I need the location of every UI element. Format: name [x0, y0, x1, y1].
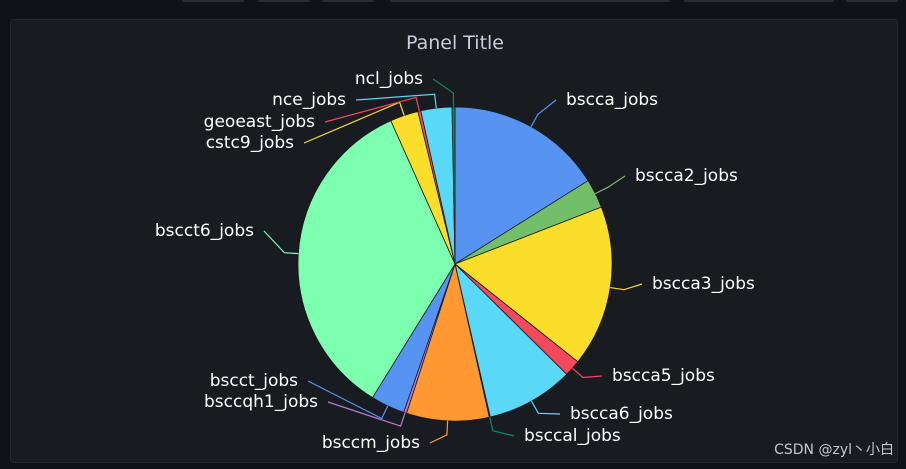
- leader-line-bscct-jobs: [307, 380, 389, 420]
- pie-slice-bscct6-jobs[interactable]: [297, 120, 456, 399]
- leader-line-ncl-jobs: [432, 78, 455, 108]
- slice-label-bscca5-jobs: bscca5_jobs: [612, 366, 715, 386]
- slice-label-bsccal-jobs: bsccal_jobs: [524, 426, 621, 446]
- leader-line-bscct6-jobs: [263, 230, 299, 255]
- pie-slice-bscca3-jobs[interactable]: [454, 206, 613, 363]
- slice-label-nce-jobs: nce_jobs: [272, 90, 346, 110]
- panel-title[interactable]: Panel Title: [405, 32, 504, 54]
- slice-label-cstc9-jobs: cstc9_jobs: [206, 133, 294, 153]
- slice-label-bsccm-jobs: bsccm_jobs: [322, 433, 420, 453]
- pie-chart: bscca_jobs bscca2_jobs bscca3_jobs bscca5_j…: [155, 69, 755, 453]
- toolbar-segment: [322, 0, 374, 2]
- pie-slice-bscca6-jobs[interactable]: [454, 262, 568, 418]
- leader-line-bscca6-jobs: [530, 400, 561, 415]
- slice-label-bscca6-jobs: bscca6_jobs: [570, 404, 673, 424]
- leader-line-bscca-jobs: [530, 99, 557, 127]
- slice-label-ncl-jobs: ncl_jobs: [355, 69, 423, 89]
- toolbar-segment: [846, 0, 898, 2]
- leader-line-bsccm-jobs: [429, 420, 449, 444]
- toolbar-segment: [182, 0, 244, 2]
- leader-line-bsccqh1-jobs: [327, 401, 406, 427]
- leader-line-bscca5-jobs: [572, 367, 603, 379]
- toolbar-segment: [390, 0, 670, 2]
- pie-slice-bscca-jobs[interactable]: [454, 106, 589, 265]
- toolbar-segment: [258, 0, 310, 2]
- leader-line-geoeast-jobs: [324, 96, 420, 123]
- pie-slice-bsccm-jobs[interactable]: [405, 262, 490, 422]
- pie-slice-ncl-jobs[interactable]: [451, 106, 456, 265]
- leader-line-bsccal-jobs: [489, 416, 515, 437]
- top-toolbar-strip: [0, 0, 906, 6]
- pie-labels: bscca_jobs bscca2_jobs bscca3_jobs bscca5_j…: [155, 69, 755, 453]
- slice-label-bscct-jobs: bscct_jobs: [210, 371, 298, 391]
- slice-label-bscca2-jobs: bscca2_jobs: [635, 166, 738, 186]
- leader-line-bscca3-jobs: [610, 283, 643, 291]
- slice-label-bscca-jobs: bscca_jobs: [566, 90, 658, 110]
- leader-line-bscca2-jobs: [595, 175, 626, 195]
- slice-label-bsccqh1-jobs: bsccqh1_jobs: [204, 392, 318, 412]
- pie-slices: [297, 106, 613, 422]
- pie-chart-panel[interactable]: Panel Title bscca_jobs bscca2_jobs bscca3_…: [10, 19, 898, 463]
- slice-label-bscct6-jobs: bscct6_jobs: [155, 221, 254, 241]
- toolbar-segment: [684, 0, 834, 2]
- watermark-text: CSDN @zyl丶小白: [774, 442, 894, 458]
- leader-line-nce-jobs: [355, 93, 437, 109]
- slice-label-geoeast-jobs: geoeast_jobs: [204, 112, 315, 132]
- slice-label-bscca3-jobs: bscca3_jobs: [652, 274, 755, 294]
